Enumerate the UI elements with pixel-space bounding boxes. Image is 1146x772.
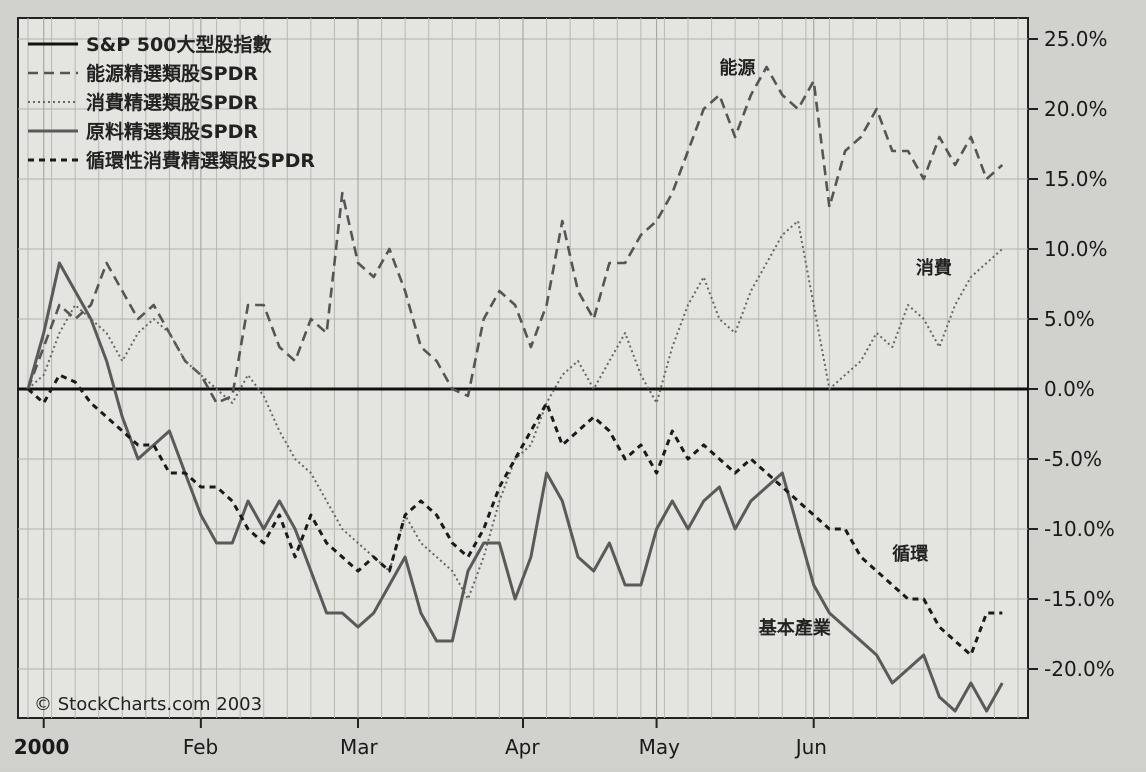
y-axis: 25.0% 20.0% 15.0% 10.0% 5.0% 0.0% -5.0% -10.0% -… [1028, 27, 1115, 681]
x-tick-label: Jun [794, 735, 827, 759]
x-axis: 2000 Feb Mar Apr May Jun [14, 718, 827, 759]
y-tick-label: -5.0% [1044, 447, 1102, 471]
series-line-2 [27, 220, 1003, 600]
legend-label-4: 循環性消費精選類股SPDR [86, 149, 315, 172]
legend-label-2: 消費精選類股SPDR [86, 91, 258, 114]
y-tick-label: 5.0% [1044, 307, 1095, 331]
legend-label-0: S&P 500大型股指數 [86, 33, 271, 56]
series-layer [18, 65, 1028, 713]
series-line-3 [26, 261, 1004, 713]
y-tick-label: 10.0% [1044, 237, 1108, 261]
x-tick-label: Mar [340, 735, 379, 759]
annotation-label-2: 循環 [892, 543, 929, 565]
copyright-text: © StockCharts.com 2003 [34, 694, 262, 715]
y-tick-label: 25.0% [1044, 27, 1108, 51]
x-tick-label: May [639, 735, 681, 759]
x-tick-label: 2000 [14, 735, 70, 759]
annotation-label-3: 基本產業 [758, 617, 832, 639]
x-tick-label: Feb [183, 735, 218, 759]
annotation-label-1: 消費 [916, 257, 952, 279]
series-line-1 [26, 65, 1004, 405]
y-tick-label: -15.0% [1044, 587, 1115, 611]
annotation-label-0: 能源 [719, 57, 755, 79]
y-tick-label: -10.0% [1044, 517, 1115, 541]
series-line-4 [27, 373, 1003, 657]
y-tick-label: 0.0% [1044, 377, 1095, 401]
y-tick-label: 20.0% [1044, 97, 1108, 121]
y-tick-label: 15.0% [1044, 167, 1108, 191]
x-tick-label: Apr [505, 735, 540, 759]
y-tick-label: -20.0% [1044, 657, 1115, 681]
gridlines [18, 18, 1028, 718]
legend-label-3: 原料精選類股SPDR [86, 120, 258, 143]
legend-label-1: 能源精選類股SPDR [86, 62, 258, 85]
